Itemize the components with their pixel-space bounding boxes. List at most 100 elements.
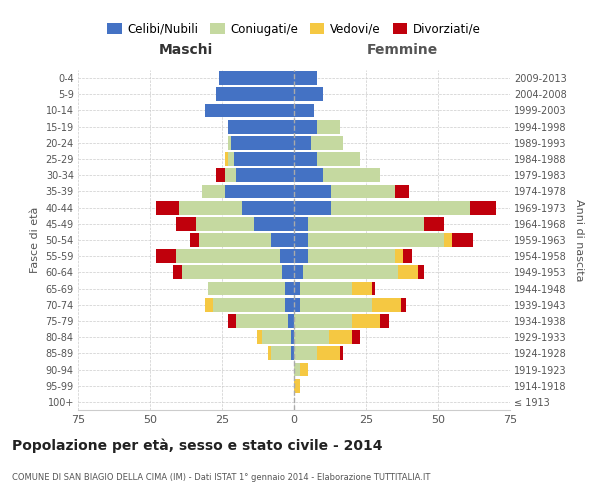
Bar <box>294 346 317 360</box>
Bar <box>452 233 473 247</box>
Bar <box>176 217 196 230</box>
Bar <box>395 184 409 198</box>
Text: COMUNE DI SAN BIAGIO DELLA CIMA (IM) - Dati ISTAT 1° gennaio 2014 - Elaborazione: COMUNE DI SAN BIAGIO DELLA CIMA (IM) - D… <box>12 473 430 482</box>
Bar <box>372 298 401 312</box>
Bar <box>294 379 300 392</box>
Bar <box>403 250 412 263</box>
Bar <box>340 346 343 360</box>
Bar <box>225 152 228 166</box>
Bar <box>398 266 418 280</box>
Bar <box>418 266 424 280</box>
Bar <box>294 71 317 85</box>
Bar <box>294 282 300 296</box>
Bar <box>300 282 352 296</box>
Bar <box>283 266 294 280</box>
Bar <box>294 184 331 198</box>
Bar <box>300 298 372 312</box>
Bar <box>329 330 352 344</box>
Bar <box>470 200 496 214</box>
Bar <box>286 298 294 312</box>
Bar <box>294 330 329 344</box>
Text: Maschi: Maschi <box>159 43 213 57</box>
Bar <box>444 233 452 247</box>
Bar <box>216 168 225 182</box>
Bar <box>236 314 288 328</box>
Bar <box>236 168 294 182</box>
Text: Popolazione per età, sesso e stato civile - 2014: Popolazione per età, sesso e stato civil… <box>12 438 383 453</box>
Bar <box>288 314 294 328</box>
Y-axis label: Fasce di età: Fasce di età <box>30 207 40 273</box>
Bar <box>317 152 360 166</box>
Bar <box>294 266 302 280</box>
Bar <box>331 184 395 198</box>
Bar <box>242 200 294 214</box>
Bar <box>156 250 176 263</box>
Legend: Celibi/Nubili, Coniugati/e, Vedovi/e, Divorziati/e: Celibi/Nubili, Coniugati/e, Vedovi/e, Di… <box>103 18 485 40</box>
Bar <box>228 152 233 166</box>
Bar <box>395 250 403 263</box>
Bar <box>262 330 291 344</box>
Bar <box>294 298 300 312</box>
Text: Femmine: Femmine <box>367 43 437 57</box>
Bar <box>230 136 294 149</box>
Bar <box>294 152 317 166</box>
Bar <box>294 233 308 247</box>
Bar <box>294 217 308 230</box>
Bar <box>205 298 214 312</box>
Bar <box>156 200 179 214</box>
Bar <box>228 120 294 134</box>
Bar <box>380 314 389 328</box>
Bar <box>173 266 182 280</box>
Bar <box>311 136 343 149</box>
Bar <box>308 217 424 230</box>
Bar <box>308 250 395 263</box>
Bar <box>291 330 294 344</box>
Bar <box>401 298 406 312</box>
Bar <box>294 120 317 134</box>
Bar <box>294 136 311 149</box>
Bar <box>352 282 372 296</box>
Bar <box>302 266 398 280</box>
Bar <box>176 250 280 263</box>
Bar <box>196 217 254 230</box>
Bar <box>317 120 340 134</box>
Bar <box>202 184 225 198</box>
Bar <box>257 330 262 344</box>
Bar <box>225 168 236 182</box>
Bar <box>352 330 360 344</box>
Bar <box>352 314 380 328</box>
Bar <box>214 298 286 312</box>
Bar <box>254 217 294 230</box>
Bar <box>317 346 340 360</box>
Bar <box>294 168 323 182</box>
Bar <box>219 71 294 85</box>
Bar <box>424 217 444 230</box>
Bar <box>271 346 291 360</box>
Bar <box>228 314 236 328</box>
Bar <box>182 266 283 280</box>
Bar <box>294 250 308 263</box>
Bar <box>208 282 286 296</box>
Bar <box>294 104 314 118</box>
Bar <box>280 250 294 263</box>
Bar <box>271 233 294 247</box>
Bar <box>228 136 230 149</box>
Bar <box>294 314 352 328</box>
Bar <box>179 200 242 214</box>
Bar <box>199 233 271 247</box>
Bar <box>205 104 294 118</box>
Bar <box>300 362 308 376</box>
Bar <box>291 346 294 360</box>
Bar <box>294 88 323 101</box>
Bar <box>268 346 271 360</box>
Bar <box>331 200 470 214</box>
Bar <box>308 233 444 247</box>
Bar <box>286 282 294 296</box>
Y-axis label: Anni di nascita: Anni di nascita <box>574 198 584 281</box>
Bar <box>294 200 331 214</box>
Bar <box>372 282 374 296</box>
Bar <box>294 362 300 376</box>
Bar <box>233 152 294 166</box>
Bar <box>225 184 294 198</box>
Bar <box>190 233 199 247</box>
